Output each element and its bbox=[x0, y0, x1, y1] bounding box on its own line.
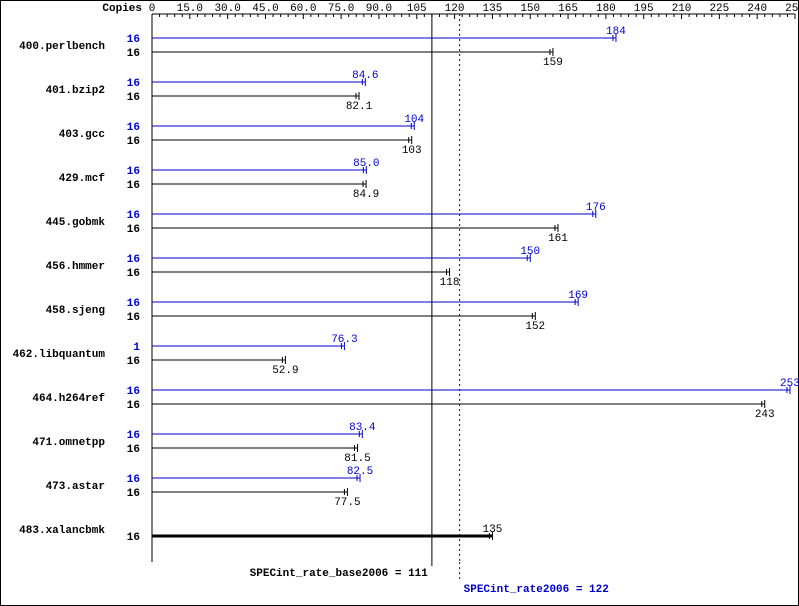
benchmark-name: 473.astar bbox=[46, 481, 105, 493]
x-tick-label: 0 bbox=[149, 3, 156, 15]
reference-label: SPECint_rate_base2006 = 111 bbox=[250, 568, 429, 580]
peak-copies: 16 bbox=[127, 254, 140, 266]
base-value-label: 135 bbox=[483, 524, 503, 536]
benchmark-name: 401.bzip2 bbox=[46, 85, 105, 97]
peak-copies: 16 bbox=[127, 430, 140, 442]
base-value-label: 161 bbox=[548, 233, 568, 245]
x-tick-label: 180 bbox=[596, 3, 616, 15]
base-value-label: 159 bbox=[543, 57, 563, 69]
x-tick-label: 255 bbox=[785, 3, 799, 15]
base-copies: 16 bbox=[127, 400, 140, 412]
peak-copies: 1 bbox=[133, 342, 140, 354]
benchmark-name: 458.sjeng bbox=[46, 305, 105, 317]
base-copies: 16 bbox=[127, 312, 140, 324]
x-tick-label: 120 bbox=[445, 3, 465, 15]
peak-copies: 16 bbox=[127, 166, 140, 178]
base-value-label: 52.9 bbox=[272, 365, 298, 377]
peak-value-label: 83.4 bbox=[349, 422, 376, 434]
x-tick-label: 105 bbox=[407, 3, 427, 15]
benchmark-name: 483.xalancbmk bbox=[19, 525, 105, 537]
x-tick-label: 240 bbox=[747, 3, 767, 15]
x-tick-label: 210 bbox=[672, 3, 692, 15]
benchmark-name: 464.h264ref bbox=[32, 393, 105, 405]
x-tick-label: 15.0 bbox=[177, 3, 203, 15]
x-tick-label: 150 bbox=[520, 3, 540, 15]
base-copies: 16 bbox=[127, 532, 140, 544]
base-value-label: 243 bbox=[755, 409, 775, 421]
x-tick-label: 75.0 bbox=[328, 3, 354, 15]
base-copies: 16 bbox=[127, 136, 140, 148]
base-copies: 16 bbox=[127, 356, 140, 368]
x-tick-label: 30.0 bbox=[214, 3, 240, 15]
base-value-label: 152 bbox=[525, 321, 545, 333]
peak-value-label: 176 bbox=[586, 202, 606, 214]
x-tick-label: 195 bbox=[634, 3, 654, 15]
peak-copies: 16 bbox=[127, 78, 140, 90]
peak-value-label: 85.0 bbox=[353, 158, 379, 170]
x-tick-label: 165 bbox=[558, 3, 578, 15]
x-tick-label: 45.0 bbox=[252, 3, 278, 15]
base-copies: 16 bbox=[127, 92, 140, 104]
base-copies: 16 bbox=[127, 224, 140, 236]
base-copies: 16 bbox=[127, 268, 140, 280]
reference-label: SPECint_rate2006 = 122 bbox=[464, 584, 609, 596]
base-copies: 16 bbox=[127, 488, 140, 500]
peak-value-label: 150 bbox=[520, 246, 540, 258]
base-copies: 16 bbox=[127, 48, 140, 60]
peak-value-label: 169 bbox=[568, 290, 588, 302]
x-tick-label: 60.0 bbox=[290, 3, 316, 15]
benchmark-name: 456.hmmer bbox=[46, 261, 105, 273]
peak-value-label: 84.6 bbox=[352, 70, 378, 82]
base-value-label: 82.1 bbox=[346, 101, 373, 113]
base-value-label: 118 bbox=[440, 277, 460, 289]
benchmark-name: 429.mcf bbox=[59, 173, 106, 185]
peak-value-label: 76.3 bbox=[331, 334, 357, 346]
peak-copies: 16 bbox=[127, 298, 140, 310]
base-copies: 16 bbox=[127, 180, 140, 192]
chart-border bbox=[1, 1, 799, 606]
peak-copies: 16 bbox=[127, 210, 140, 222]
peak-copies: 16 bbox=[127, 386, 140, 398]
base-value-label: 81.5 bbox=[344, 453, 370, 465]
peak-value-label: 104 bbox=[404, 114, 424, 126]
peak-value-label: 82.5 bbox=[347, 466, 373, 478]
peak-value-label: 184 bbox=[606, 26, 626, 38]
copies-header: Copies bbox=[102, 3, 142, 15]
benchmark-name: 403.gcc bbox=[59, 129, 105, 141]
base-value-label: 103 bbox=[402, 145, 422, 157]
peak-value-label: 253 bbox=[780, 378, 799, 390]
benchmark-name: 400.perlbench bbox=[19, 41, 105, 53]
peak-copies: 16 bbox=[127, 34, 140, 46]
benchmark-name: 471.omnetpp bbox=[32, 437, 105, 449]
benchmark-name: 462.libquantum bbox=[13, 349, 106, 361]
base-copies: 16 bbox=[127, 444, 140, 456]
base-value-label: 77.5 bbox=[334, 497, 360, 509]
base-value-label: 84.9 bbox=[353, 189, 379, 201]
peak-copies: 16 bbox=[127, 122, 140, 134]
x-tick-label: 135 bbox=[483, 3, 503, 15]
x-tick-label: 90.0 bbox=[366, 3, 392, 15]
x-tick-label: 225 bbox=[709, 3, 729, 15]
peak-copies: 16 bbox=[127, 474, 140, 486]
benchmark-name: 445.gobmk bbox=[46, 217, 106, 229]
spec-chart: 015.030.045.060.075.090.0105120135150165… bbox=[0, 0, 799, 606]
